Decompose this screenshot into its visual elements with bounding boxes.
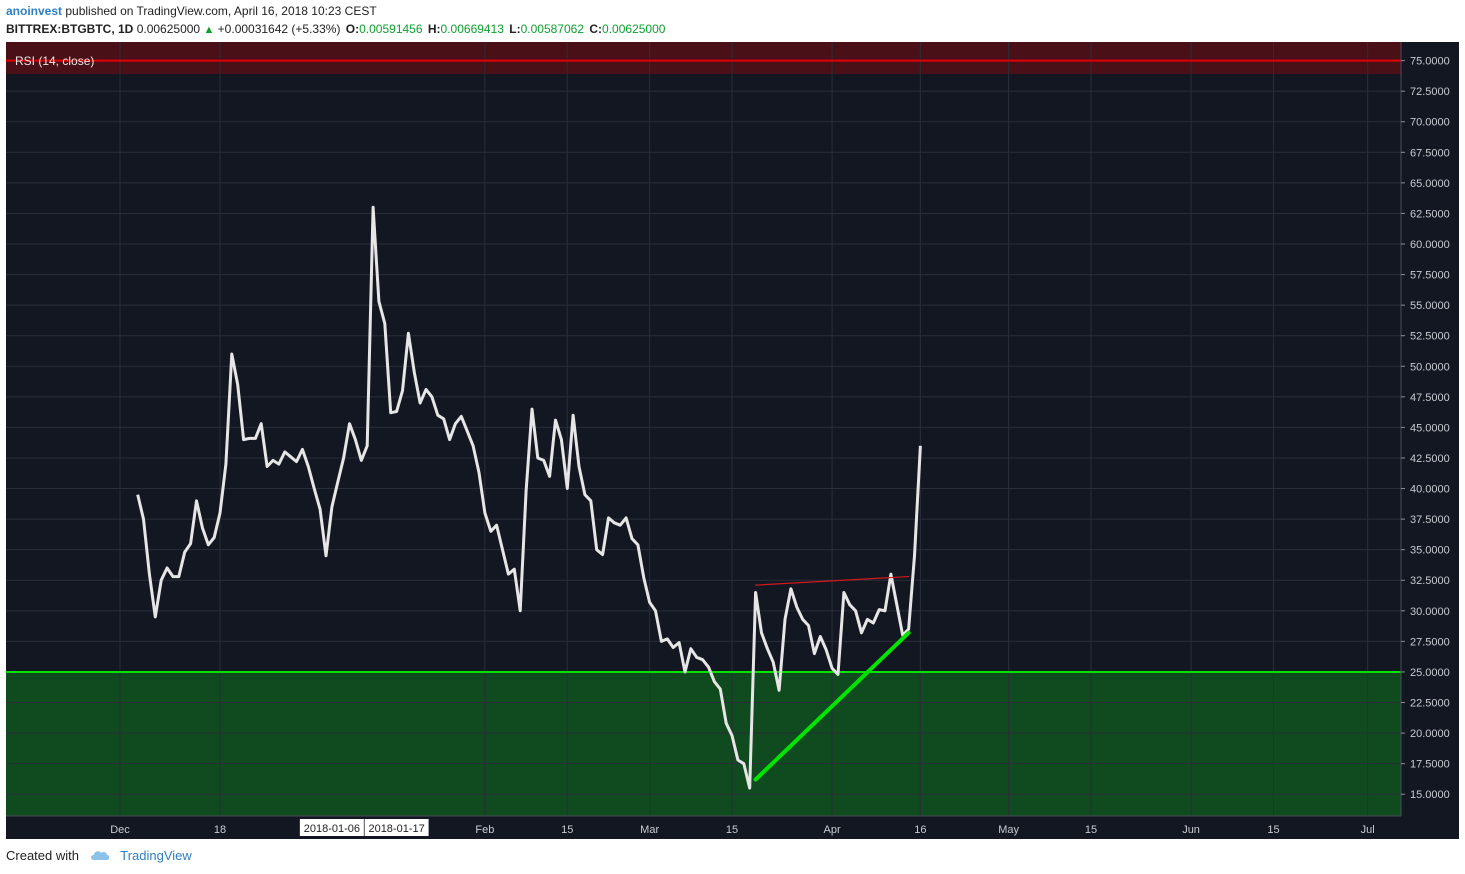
y-tick-label: 30.0000 — [1410, 606, 1450, 618]
symbol-name: BITTREX:BTGBTC, 1D — [6, 22, 134, 36]
y-tick-label: 27.5000 — [1410, 636, 1450, 648]
x-crosshair-label: 2018-01-17 — [368, 823, 424, 835]
y-tick-label: 37.5000 — [1410, 514, 1450, 526]
y-tick-label: 45.0000 — [1410, 422, 1450, 434]
y-tick-label: 50.0000 — [1410, 361, 1450, 373]
x-tick-label: 15 — [726, 824, 738, 836]
high-label: H: — [427, 22, 441, 36]
y-tick-label: 75.0000 — [1410, 56, 1450, 68]
y-tick-label: 47.5000 — [1410, 392, 1450, 404]
x-tick-label: Dec — [110, 824, 130, 836]
y-tick-label: 20.0000 — [1410, 728, 1450, 740]
x-tick-label: Mar — [640, 824, 659, 836]
rsi-line — [136, 205, 922, 790]
y-axis: 75.0000 72.5000 70.0000 67.5000 65.0000 62.50… — [1400, 42, 1459, 839]
x-crosshair-box — [364, 819, 429, 836]
rsi-levels — [6, 59, 1401, 673]
indicator-label: RSI (14, close) — [15, 54, 94, 68]
y-tick-label: 32.5000 — [1410, 575, 1450, 587]
y-tick-label: 52.5000 — [1410, 331, 1450, 343]
y-tick-label: 25.0000 — [1410, 667, 1450, 679]
open-value: 0.00591456 — [359, 22, 423, 36]
x-crosshair-label: 2018-01-06 — [304, 823, 360, 835]
x-tick-label: May — [998, 824, 1019, 836]
x-tick-label: 15 — [1085, 824, 1097, 836]
publish-info: anoinvest published on TradingView.com, … — [6, 4, 377, 18]
footer: Created with TradingView — [6, 848, 192, 865]
rsi-chart[interactable]: 75.0000 72.5000 70.0000 67.5000 65.0000 62.50… — [6, 42, 1459, 839]
x-tick-label: Apr — [824, 824, 841, 836]
x-tick-label: 16 — [914, 824, 926, 836]
published-text: published on TradingView.com, April 16, … — [65, 4, 377, 18]
low-label: L: — [509, 22, 521, 36]
overbought-zone — [6, 42, 1401, 75]
y-tick-label: 22.5000 — [1410, 698, 1450, 710]
created-with-text: Created with — [6, 848, 79, 863]
tradingview-link[interactable]: TradingView — [120, 848, 192, 863]
x-tick-label: Jun — [1182, 824, 1200, 836]
trendlines — [753, 575, 911, 782]
price-change: +0.00031642 (+5.33%) — [217, 22, 341, 36]
y-axis-background — [1401, 42, 1459, 839]
close-label: C: — [589, 22, 603, 36]
x-crosshair-box — [299, 819, 364, 836]
y-tick-label: 72.5000 — [1410, 86, 1450, 98]
y-tick-label: 17.5000 — [1410, 759, 1450, 771]
author-link[interactable]: anoinvest — [6, 4, 63, 18]
oversold-zone — [6, 671, 1401, 816]
y-tick-label: 57.5000 — [1410, 270, 1450, 282]
chart-grid — [6, 42, 1401, 816]
x-tick-label: 15 — [1267, 824, 1279, 836]
y-tick-label: 40.0000 — [1410, 484, 1450, 496]
close-value: 0.00625000 — [602, 22, 666, 36]
x-axis: Dec 18 Feb 15 Mar 15 Apr 16 May 15 Jun 15 Jul 2018-01… — [6, 815, 1459, 839]
y-tick-label: 70.0000 — [1410, 117, 1450, 129]
up-triangle-icon: ▲ — [203, 24, 215, 36]
y-tick-label: 42.5000 — [1410, 453, 1450, 465]
y-tick-label: 35.0000 — [1410, 545, 1450, 557]
x-tick-label: Jul — [1361, 824, 1375, 836]
y-tick-label: 15.0000 — [1410, 789, 1450, 801]
y-tick-label: 62.5000 — [1410, 208, 1450, 220]
symbol-info: BITTREX:BTGBTC, 1D 0.00625000 ▲ +0.00031… — [6, 22, 665, 36]
low-value: 0.00587062 — [520, 22, 585, 36]
rsi-zones — [6, 42, 1401, 816]
y-tick-label: 67.5000 — [1410, 147, 1450, 159]
x-tick-label: Feb — [475, 824, 494, 836]
y-tick-label: 65.0000 — [1410, 178, 1450, 190]
x-tick-label: 18 — [214, 824, 226, 836]
x-tick-label: 15 — [561, 824, 573, 836]
open-label: O: — [345, 22, 360, 36]
y-tick-label: 60.0000 — [1410, 239, 1450, 251]
rsi-series — [136, 205, 922, 790]
tradingview-cloud-icon — [89, 848, 111, 865]
last-price: 0.00625000 — [136, 22, 201, 36]
high-value: 0.00669413 — [440, 22, 504, 36]
resistance-trendline — [754, 575, 910, 586]
support-trendline — [753, 630, 911, 782]
y-tick-label: 55.0000 — [1410, 300, 1450, 312]
